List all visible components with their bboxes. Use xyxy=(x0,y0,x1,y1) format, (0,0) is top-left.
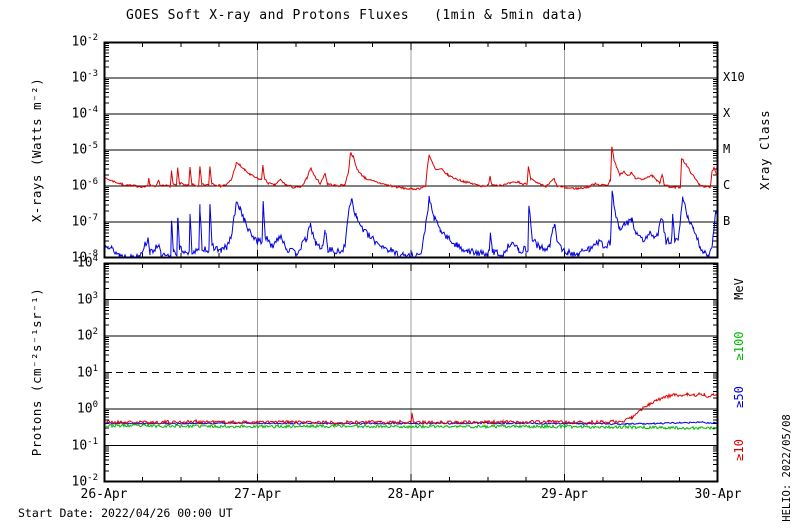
goes-xray-long-curve xyxy=(105,146,717,191)
ytick-label: 10-8 xyxy=(71,249,99,266)
right-threshold-label: ≥10 xyxy=(732,438,746,461)
protons-ge100MeV-curve xyxy=(105,423,717,431)
ytick-label: 10-5 xyxy=(71,141,99,158)
credit-label: HELIO: 2022/05/08 xyxy=(780,414,793,522)
xtick-label: 30-Apr xyxy=(694,487,742,502)
ytick-label: 100 xyxy=(76,400,98,417)
ytick-label: 10-4 xyxy=(71,105,99,122)
ytick-label: 101 xyxy=(76,363,98,380)
xtick-label: 27-Apr xyxy=(234,487,281,502)
ytick-label: 10-1 xyxy=(71,436,99,453)
xtick-label: 29-Apr xyxy=(541,487,588,502)
xray-class-label: M xyxy=(723,142,731,156)
start-date-label: Start Date: 2022/04/26 00:00 UT xyxy=(18,506,233,520)
ytick-label: 103 xyxy=(76,290,98,307)
right-threshold-label: ≥100 xyxy=(732,331,746,361)
panel-border xyxy=(103,262,719,483)
xtick-label: 28-Apr xyxy=(387,487,435,502)
figure-title: GOES Soft X-ray and Protons Fluxes (1min… xyxy=(126,8,584,23)
ytick-label: 10-7 xyxy=(71,213,99,230)
ytick-label: 10-2 xyxy=(71,33,99,50)
mev-axis-title: MeV xyxy=(732,277,746,300)
xray-class-label: X xyxy=(723,106,731,120)
xray-class-label: X10 xyxy=(723,70,745,84)
protons-ge50MeV-curve xyxy=(105,420,717,426)
xray-class-axis-title: Xray Class xyxy=(756,109,772,191)
ytick-label: 10-3 xyxy=(71,69,99,86)
ytick-label: 102 xyxy=(76,327,98,344)
xray-class-label: C xyxy=(723,178,731,192)
ytick-label: 10-6 xyxy=(71,177,99,194)
protons-ge10MeV-curve xyxy=(105,391,717,426)
xtick-label: 26-Apr xyxy=(80,487,128,502)
panel-border xyxy=(103,41,719,259)
right-threshold-label: ≥50 xyxy=(732,386,746,408)
ytick-label: 10-2 xyxy=(71,473,99,490)
ytick-label: 104 xyxy=(76,254,98,271)
goes-xray-short-curve xyxy=(105,190,717,257)
xray-class-label: B xyxy=(723,214,731,228)
